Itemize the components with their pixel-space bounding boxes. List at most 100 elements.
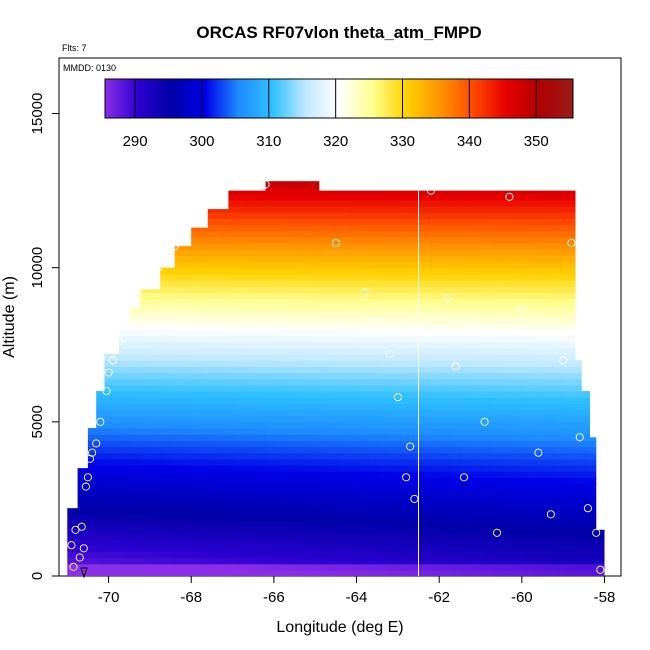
heatmap-cell [544,255,556,263]
heatmap-cell [492,193,504,201]
heatmap-cell [358,409,370,417]
heatmap-cell [482,403,494,411]
heatmap-cell [100,224,112,232]
heatmap-cell [596,539,605,546]
heatmap-cell [420,267,432,275]
heatmap-cell [193,298,205,306]
heatmap-cell [203,440,215,448]
heatmap-cell [224,243,236,250]
heatmap-cell [224,341,236,349]
heatmap-cell [389,378,401,386]
heatmap-cell [67,298,70,306]
heatmap-cell [607,299,618,306]
heatmap-cell [172,514,184,522]
heatmap-cell [214,354,225,361]
heatmap-cell [368,532,380,540]
heatmap-cell [141,249,153,256]
heatmap-cell [327,452,339,460]
heatmap-cell [317,526,329,534]
heatmap-cell [79,440,91,448]
heatmap-cell [430,206,442,213]
heatmap-cell [544,360,556,367]
heatmap-cell [90,354,101,361]
heatmap-cell [399,520,411,528]
heatmap-cell [265,508,277,515]
heatmap-cell [379,255,391,263]
heatmap-cell [306,508,318,515]
heatmap-cell [317,218,329,226]
heatmap-cell [275,378,287,386]
heatmap-cell [245,526,256,534]
heatmap-cell [286,372,298,380]
heatmap-cell [461,539,473,546]
heatmap-cell [327,243,339,250]
heatmap-cell [544,298,556,306]
heatmap-cell [255,532,267,540]
heatmap-cell [585,218,597,226]
heatmap-cell [265,415,277,423]
heatmap-cell [79,193,91,201]
heatmap-cell [255,230,267,238]
heatmap-cell [617,416,628,423]
heatmap-cell [90,452,101,460]
heatmap-cell [327,403,339,411]
heatmap-cell [193,514,205,522]
heatmap-cell [523,532,535,540]
heatmap-cell [296,267,308,275]
heatmap-cell [306,483,318,491]
heatmap-cell [306,335,318,343]
heatmap-cell [172,354,184,361]
heatmap-cell [337,477,349,485]
heatmap-cell [368,193,380,201]
heatmap-cell [67,403,70,411]
heatmap-cell [565,403,577,411]
flight-track-point [410,494,419,503]
heatmap-cell [90,249,101,256]
heatmap-cell [534,397,546,404]
heatmap-cell [544,372,556,380]
heatmap-cell [203,514,215,522]
heatmap-cell [69,452,81,460]
heatmap-cell [296,280,308,287]
heatmap-cell [492,212,504,219]
heatmap-cell [183,378,194,386]
heatmap-cell [214,532,225,540]
heatmap-cell [441,458,453,466]
heatmap-cell [337,545,349,552]
heatmap-cell [214,255,225,263]
heatmap-cell [379,193,391,201]
heatmap-cell [286,563,298,571]
heatmap-cell [451,292,463,300]
heatmap-cell [245,514,256,522]
heatmap-cell [368,477,380,485]
heatmap-cell [544,551,556,559]
heatmap-cell [121,212,132,219]
heatmap-cell [327,391,339,398]
heatmap-cell [193,249,205,256]
heatmap-cell [523,261,535,269]
heatmap-cell [203,187,215,195]
heatmap-cell [534,212,546,219]
heatmap-cell [596,267,605,275]
heatmap-cell [214,421,225,429]
heatmap-cell [596,483,605,491]
heatmap-cell [607,403,618,410]
heatmap-cell [275,347,287,355]
heatmap-cell [358,421,370,429]
heatmap-cell [368,347,380,355]
heatmap-cell [472,317,484,324]
heatmap-cell [162,446,174,454]
heatmap-cell [79,335,91,343]
heatmap-cell [245,255,256,263]
heatmap-cell [482,298,494,306]
heatmap-cell [162,298,174,306]
flight-track-point [451,362,460,371]
heatmap-cell [492,458,504,466]
heatmap-cell [245,304,256,312]
heatmap-cell [152,557,163,565]
heatmap-cell [203,230,215,238]
heatmap-cell [596,329,605,337]
heatmap-cell [172,193,184,201]
heatmap-cell [430,335,442,343]
heatmap-cell [575,317,587,324]
